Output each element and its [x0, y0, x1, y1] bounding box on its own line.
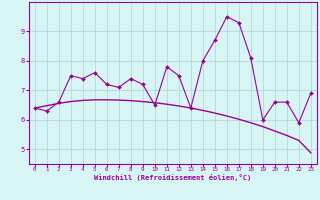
- X-axis label: Windchill (Refroidissement éolien,°C): Windchill (Refroidissement éolien,°C): [94, 174, 252, 181]
